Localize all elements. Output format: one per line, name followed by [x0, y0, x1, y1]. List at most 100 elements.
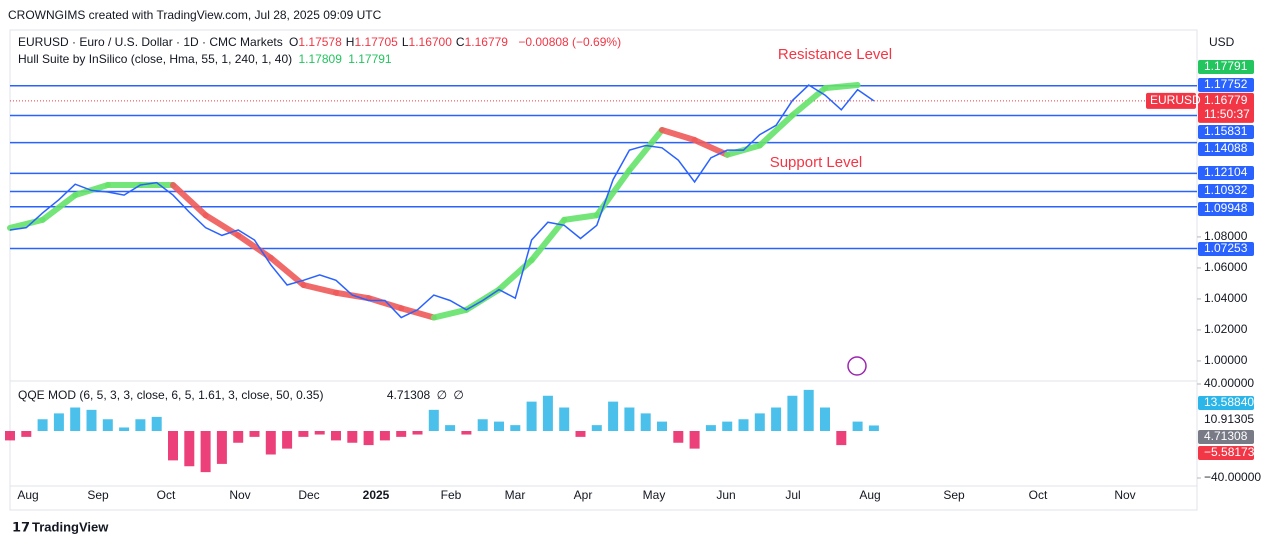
level-label: 1.17752 — [1204, 77, 1248, 91]
level-label: 1.14088 — [1204, 141, 1248, 155]
level-box — [1198, 142, 1254, 156]
ohlc-label: O — [289, 35, 299, 49]
qqe-bar — [347, 431, 358, 443]
annotation: Resistance Level — [778, 46, 892, 63]
hull-segment — [789, 85, 828, 119]
hull-segment — [39, 192, 79, 223]
qqe-value: ∅ — [436, 388, 448, 402]
hull-segment — [7, 216, 46, 231]
qqe-bar — [396, 431, 407, 437]
annotation: Support Level — [770, 154, 863, 171]
qqe-bar — [265, 431, 276, 455]
x-tick-label: Jul — [785, 488, 800, 502]
hull-segment — [659, 126, 698, 144]
qqe-bar — [689, 431, 700, 449]
level-box — [1198, 430, 1254, 444]
y-tick-label: 1.00000 — [1204, 353, 1248, 367]
qqe-bar — [771, 407, 782, 431]
hull-segment — [398, 305, 437, 321]
x-tick-label: Mar — [505, 488, 526, 502]
hull-segment — [561, 212, 600, 223]
qqe-bar — [282, 431, 293, 449]
qqe-bar — [836, 431, 847, 446]
ohlc-value: 1.17705 — [354, 35, 398, 49]
qqe-bar — [608, 401, 619, 431]
qqe-bar — [640, 413, 651, 431]
qqe-bar — [852, 421, 863, 431]
marks: 1.00000 1.02000 1.04000 1.06000 1.08000 1.177… — [5, 46, 1261, 502]
qqe-bar — [168, 431, 178, 461]
level-box — [1198, 166, 1254, 180]
hull-segment — [593, 167, 633, 219]
qqe-value: ∅ — [453, 388, 464, 402]
y-tick-label: 1.08000 — [1204, 229, 1248, 243]
level-label: −5.58173 — [1204, 445, 1255, 459]
y-tick-label: 1.04000 — [1204, 291, 1248, 305]
level-box — [1198, 184, 1254, 198]
level-label: 1.15831 — [1204, 124, 1248, 138]
currency: USD — [1209, 35, 1235, 49]
symbol-tag: EURUSD — [1150, 93, 1201, 107]
level-box — [1198, 446, 1254, 460]
ohlc-label: C — [455, 35, 465, 49]
level-label: 13.58840 — [1204, 395, 1254, 409]
level-box — [1198, 396, 1254, 410]
level-box — [1198, 125, 1254, 139]
level-label: 10.91305 — [1204, 412, 1254, 426]
hull-segment — [365, 295, 405, 312]
hull-segment — [235, 232, 274, 261]
level-box — [1198, 242, 1254, 256]
qqe-bar — [412, 431, 423, 435]
x-tick-label: Oct — [1029, 488, 1048, 502]
qqe-bar — [363, 431, 374, 446]
qqe-bar — [820, 407, 830, 431]
y-tick-label: 1.06000 — [1204, 260, 1248, 274]
x-tick-label: Feb — [441, 488, 462, 502]
qqe-value: 4.71308 — [386, 388, 431, 402]
qqe-bar — [53, 413, 64, 431]
level-label: 1.12104 — [1204, 165, 1248, 179]
level-label: 4.71308 — [1204, 429, 1248, 443]
hull-segment — [430, 306, 470, 321]
ohlc-value: 1.16779 — [464, 35, 508, 49]
qqe-bar — [5, 431, 15, 441]
qqe-bar — [559, 407, 570, 431]
hull-value: 1.17809 — [298, 52, 342, 66]
level-box — [1198, 202, 1254, 216]
qqe-bar — [21, 431, 32, 437]
qqe-bar — [216, 431, 227, 464]
level-box — [1198, 60, 1254, 74]
qqe-bar — [445, 425, 456, 431]
change: −0.00808 (−0.69%) — [518, 35, 622, 49]
qqe-bar — [738, 419, 749, 431]
qqe-bar — [575, 431, 586, 437]
level-box — [1198, 78, 1254, 92]
y-tick-label: 1.02000 — [1204, 322, 1248, 336]
level-label: 1.17791 — [1204, 59, 1248, 73]
qqe-bar — [428, 409, 439, 431]
legend-hull: Hull Suite by InSilico (close, Hma, 55, … — [18, 52, 395, 66]
qqe-bar — [135, 419, 146, 431]
qqe-bar — [102, 419, 113, 431]
qqe-bar — [494, 421, 504, 431]
x-tick-label: Sep — [943, 488, 965, 502]
hull-value: 1.17791 — [348, 52, 392, 66]
x-tick-label: Aug — [17, 488, 38, 502]
hull-segment — [170, 182, 209, 219]
event-icon — [847, 356, 867, 376]
x-tick-label: 2025 — [363, 488, 390, 502]
ohlc-label: H — [345, 35, 355, 49]
countdown: 11:50:37 — [1204, 107, 1250, 121]
qqe-bar — [787, 395, 798, 431]
qqe-bar — [754, 413, 765, 431]
qqe-bar — [379, 431, 390, 441]
qqe-bar — [331, 431, 341, 441]
brand: TradingView — [32, 519, 109, 534]
symbol: EURUSD · Euro / U.S. Dollar · 1D · CMC M… — [18, 35, 283, 49]
qqe-bar — [37, 419, 48, 431]
ohlc: O1.17578 H1.17705 L1.16700 C1.16779 — [289, 35, 512, 49]
qqe-bar — [200, 431, 211, 473]
qqe-bar — [249, 431, 260, 437]
